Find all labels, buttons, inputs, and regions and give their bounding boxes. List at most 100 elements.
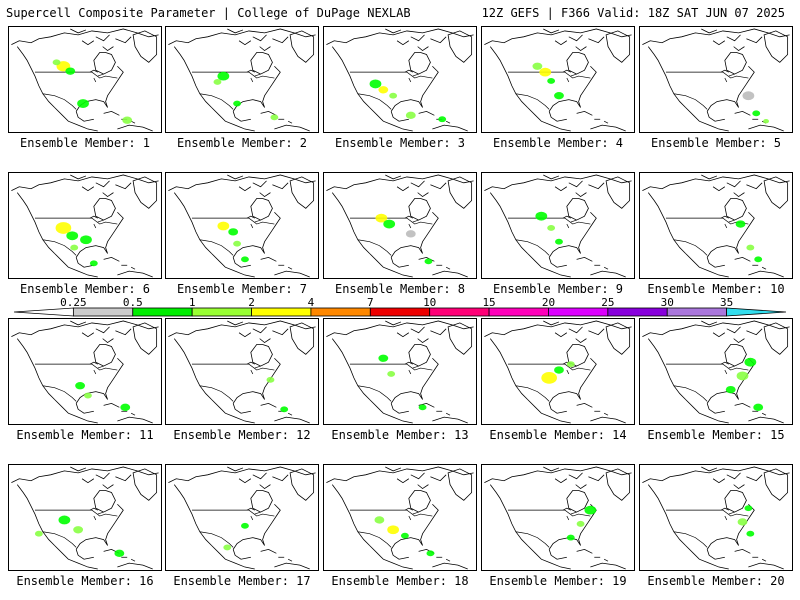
scp-contour <box>426 550 435 557</box>
basemap <box>166 27 318 132</box>
colorbar-segment <box>666 307 728 317</box>
scp-contour <box>438 116 447 123</box>
scp-contour <box>114 549 125 557</box>
scp-contour <box>400 532 409 539</box>
scp-contour <box>532 62 543 70</box>
scp-contour <box>387 525 400 535</box>
member-map <box>8 464 162 571</box>
north-america-outline <box>326 175 473 277</box>
member-map <box>481 318 635 425</box>
north-america-outline <box>326 321 473 423</box>
scp-contour <box>554 92 564 100</box>
scp-contour <box>73 526 84 534</box>
colorbar-tick-label: 4 <box>308 296 315 309</box>
basemap <box>324 173 476 278</box>
basemap <box>640 465 792 570</box>
member-map <box>639 464 793 571</box>
scp-contour <box>80 235 92 245</box>
member-map <box>481 464 635 571</box>
scp-contour <box>233 240 242 247</box>
basemap <box>166 319 318 424</box>
scp-contour <box>555 238 563 245</box>
colorbar-segment <box>72 307 134 317</box>
colorbar-segment <box>548 307 609 317</box>
colorbar-segment <box>251 307 312 317</box>
north-america-outline <box>168 29 315 131</box>
member-map <box>8 26 162 133</box>
colorbar-segment <box>369 307 431 317</box>
scp-contour <box>541 371 558 384</box>
member-map <box>8 318 162 425</box>
scp-contour <box>228 228 239 236</box>
scp-contour <box>65 67 76 75</box>
basemap <box>166 173 318 278</box>
colorbar: 0.25 0.5 1 2 4 7 10 15 20 25 30 35 <box>13 296 787 317</box>
scp-contour <box>736 371 749 381</box>
scp-contour <box>405 111 416 119</box>
member-label: Ensemble Member: 17 <box>173 574 311 588</box>
member-map <box>639 318 793 425</box>
member-label: Ensemble Member: 14 <box>489 428 627 442</box>
scp-contour <box>266 376 275 383</box>
north-america-outline <box>168 175 315 277</box>
scp-contour <box>746 530 755 537</box>
colorbar-segment <box>488 307 549 317</box>
north-america-outline <box>11 467 158 569</box>
north-america-outline <box>168 321 315 423</box>
scp-contour <box>66 231 79 241</box>
basemap <box>640 173 792 278</box>
scp-contour <box>52 59 61 66</box>
member-label: Ensemble Member: 20 <box>647 574 785 588</box>
colorbar-segment <box>310 307 371 317</box>
scp-contour <box>753 403 764 411</box>
north-america-outline <box>484 29 631 131</box>
member-label: Ensemble Member: 1 <box>19 136 151 150</box>
scp-contour <box>763 118 769 124</box>
member-map <box>481 172 635 279</box>
member-label: Ensemble Member: 15 <box>647 428 785 442</box>
scp-contour <box>389 92 398 99</box>
member-label: Ensemble Member: 8 <box>334 282 466 296</box>
scp-contour <box>387 371 396 377</box>
scp-contour <box>754 256 763 263</box>
member-label: Ensemble Member: 9 <box>492 282 624 296</box>
member-label: Ensemble Member: 5 <box>650 136 782 150</box>
north-america-outline <box>326 29 473 131</box>
member-label: Ensemble Member: 12 <box>173 428 311 442</box>
scp-contour <box>744 505 753 512</box>
colorbar-segment <box>429 307 490 317</box>
scp-contour <box>535 211 548 221</box>
scp-contour <box>418 404 427 411</box>
member-map <box>165 464 319 571</box>
scp-contour <box>554 366 564 374</box>
colorbar-tick-label: 25 <box>601 296 614 309</box>
colorbar-tick-label: 7 <box>367 296 374 309</box>
north-america-outline <box>642 321 789 423</box>
north-america-outline <box>484 175 631 277</box>
scp-contour <box>539 67 552 77</box>
basemap <box>9 319 161 424</box>
basemap <box>166 465 318 570</box>
scp-contour <box>378 86 389 94</box>
scp-contour <box>566 534 575 541</box>
north-america-outline <box>11 175 158 277</box>
scp-contour <box>746 244 755 251</box>
basemap <box>324 27 476 132</box>
scp-contour <box>375 213 388 223</box>
scp-contour <box>241 522 249 529</box>
basemap <box>324 465 476 570</box>
scp-contour <box>223 544 232 551</box>
scp-contour <box>77 99 89 108</box>
scp-contour <box>120 403 131 411</box>
scp-contour <box>566 361 575 368</box>
basemap <box>482 465 634 570</box>
scp-contour <box>75 382 85 390</box>
scp-contour <box>374 516 385 524</box>
colorbar-tick-label: 1 <box>189 296 196 309</box>
colorbar-tick-label: 2 <box>248 296 255 309</box>
member-map <box>165 172 319 279</box>
colorbar-segment <box>13 307 74 317</box>
basemap <box>482 319 634 424</box>
title-left: Supercell Composite Parameter | College … <box>6 6 411 20</box>
member-label: Ensemble Member: 10 <box>647 282 785 296</box>
